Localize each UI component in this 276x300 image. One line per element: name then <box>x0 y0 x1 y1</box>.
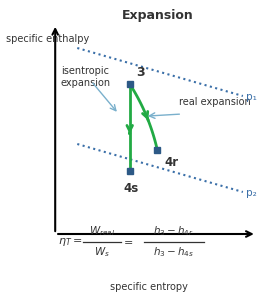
Text: isentropic
expansion: isentropic expansion <box>61 66 111 88</box>
Text: $W_s$: $W_s$ <box>94 245 110 259</box>
Text: specific entropy: specific entropy <box>110 281 188 292</box>
Text: $h_3 - h_{4s}$: $h_3 - h_{4s}$ <box>153 245 194 259</box>
Text: $h_3 - h_{4r}$: $h_3 - h_{4r}$ <box>153 224 194 238</box>
Text: $=$: $=$ <box>121 236 133 247</box>
Text: 4r: 4r <box>164 156 178 169</box>
Text: $\eta_T =$: $\eta_T =$ <box>58 236 82 247</box>
Text: Expansion: Expansion <box>121 9 193 22</box>
Text: 3: 3 <box>137 67 145 80</box>
Text: real expansion: real expansion <box>179 97 251 107</box>
Text: specific enthalpy: specific enthalpy <box>6 34 89 44</box>
Text: 4s: 4s <box>123 182 139 194</box>
Text: p₁: p₁ <box>246 92 256 103</box>
Text: p₂: p₂ <box>246 188 256 199</box>
Text: $W_{real}$: $W_{real}$ <box>89 224 115 238</box>
